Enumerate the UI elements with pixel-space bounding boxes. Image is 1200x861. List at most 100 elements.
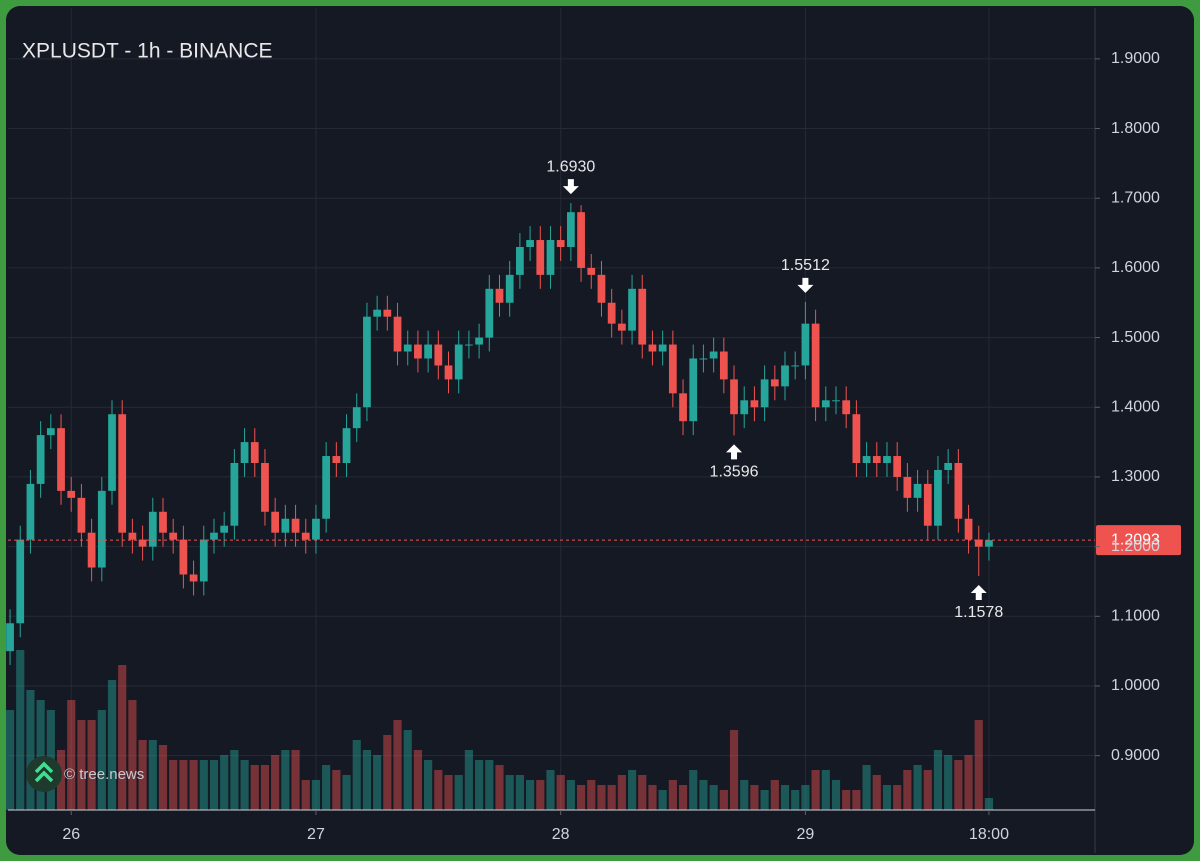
candle-body [679, 393, 687, 422]
volume-bar [434, 770, 443, 810]
y-tick-label: 1.2000 [1111, 538, 1160, 555]
y-tick-label: 1.8000 [1111, 120, 1160, 137]
candle-body [97, 490, 106, 568]
candle-body [832, 400, 840, 402]
candle-body [444, 365, 453, 380]
volume-bar [220, 755, 229, 810]
candle-body [617, 323, 626, 331]
volume-bar [597, 785, 606, 810]
candle-body [577, 212, 585, 268]
candle-body [6, 623, 14, 652]
volume-bar [627, 770, 637, 810]
volume-bar [67, 700, 76, 810]
volume-bar [87, 720, 96, 810]
candle-body [210, 532, 218, 540]
volume-bar [658, 790, 667, 810]
volume-bar [158, 745, 168, 810]
candle-body [801, 323, 810, 366]
volume-bar [842, 790, 851, 810]
candle-body [77, 497, 86, 533]
volume-bar [556, 775, 565, 810]
candle-body [363, 316, 371, 408]
volume-bar [383, 735, 392, 810]
volume-bar [709, 785, 718, 810]
candle-body [454, 344, 463, 380]
volume-bar [903, 770, 912, 810]
candle-body [556, 240, 565, 247]
volume-bar [342, 775, 351, 810]
candle-body [719, 351, 728, 380]
volume-bar [576, 785, 586, 810]
volume-bar [138, 740, 147, 810]
volume-bar [495, 765, 504, 810]
volume-bar [230, 750, 239, 810]
candle-body [536, 240, 545, 275]
candle-body [862, 456, 871, 464]
x-tick-label: 28 [552, 826, 570, 843]
candle-body [954, 463, 963, 519]
volume-bar [189, 760, 198, 810]
volume-bar [5, 710, 15, 810]
volume-bar [862, 765, 871, 810]
volume-bar [821, 770, 830, 810]
candle-body [689, 358, 698, 422]
volume-bar [505, 775, 514, 810]
candle-body [36, 435, 45, 484]
candle-body [495, 288, 504, 303]
volume-bar [872, 775, 881, 810]
chart-frame [6, 6, 1194, 855]
candle-body [903, 476, 912, 498]
volume-bar [373, 755, 382, 810]
volume-bar [750, 785, 759, 810]
volume-bar [199, 760, 208, 810]
annotation-arrow [562, 179, 579, 195]
candle-body [781, 365, 789, 387]
candle-body [638, 288, 647, 345]
volume-bar [974, 720, 983, 810]
candle-body [159, 511, 167, 533]
volume-bar [444, 775, 453, 810]
candle-body [597, 274, 606, 303]
volume-bar [301, 780, 310, 810]
candle-body [811, 323, 820, 408]
volume-bar [250, 765, 259, 810]
candle-body [658, 344, 667, 352]
annotation-label: 1.1578 [954, 604, 1003, 621]
volume-bar [984, 798, 994, 810]
y-tick-label: 1.1000 [1111, 608, 1160, 625]
candle-body [607, 302, 616, 324]
volume-bar [424, 760, 433, 810]
candle-body [944, 463, 953, 470]
volume-bar [271, 755, 280, 810]
volume-bar [179, 760, 188, 810]
candle-body [271, 511, 280, 533]
candle-body [383, 309, 392, 317]
candle-body [220, 525, 229, 533]
candle-body [465, 344, 473, 346]
candle-body [566, 212, 575, 247]
candle-body [332, 456, 341, 464]
volume-bar [801, 785, 810, 810]
candle-layer [6, 203, 993, 666]
volume-bar [546, 770, 555, 810]
overlay-layer: 1.2093 1.6930 1.5512 1.3596 1.1578 [8, 158, 1181, 621]
annotation-label: 1.3596 [710, 464, 759, 481]
candle-body [516, 246, 524, 275]
y-tick-label: 1.0000 [1111, 677, 1160, 694]
candle-body [148, 511, 157, 547]
volume-bar [791, 790, 800, 810]
volume-bar [780, 785, 790, 810]
volume-bar [393, 720, 402, 810]
candle-body [128, 532, 137, 540]
candle-body [883, 456, 891, 464]
volume-bar [811, 770, 820, 810]
candle-body [760, 379, 769, 408]
volume-bar [77, 720, 86, 810]
candle-body [985, 540, 993, 547]
volume-bar [923, 770, 932, 810]
candle-body [87, 532, 96, 568]
candle-body [393, 316, 402, 352]
candle-body [546, 240, 555, 275]
candle-body [322, 456, 331, 519]
